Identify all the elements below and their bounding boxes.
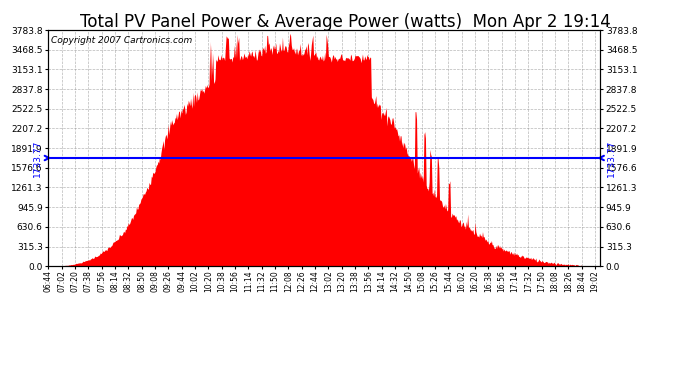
Text: Copyright 2007 Cartronics.com: Copyright 2007 Cartronics.com <box>51 36 193 45</box>
Text: 1733.77: 1733.77 <box>32 139 41 177</box>
Text: 1733.77: 1733.77 <box>607 139 616 177</box>
Text: Total PV Panel Power & Average Power (watts)  Mon Apr 2 19:14: Total PV Panel Power & Average Power (wa… <box>79 13 611 31</box>
